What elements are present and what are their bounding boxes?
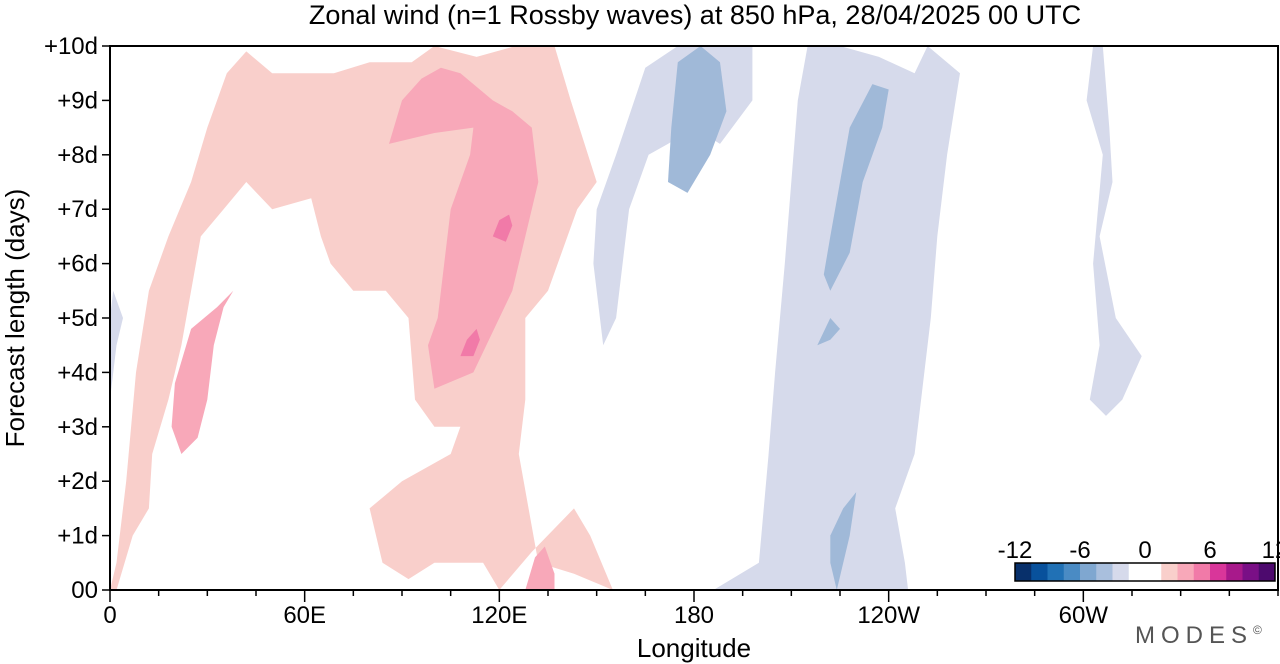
- y-tick-label: +1d: [57, 523, 98, 550]
- colorbar-swatch: [1047, 563, 1065, 581]
- colorbar-swatch: [1145, 563, 1162, 581]
- contour-region-8: [1086, 46, 1142, 416]
- colorbar-swatch: [1210, 563, 1227, 581]
- colorbar-swatch: [1080, 563, 1097, 581]
- x-axis-label: Longitude: [637, 633, 751, 663]
- colorbar: -12 -6 0 6 12: [998, 537, 1280, 582]
- colorbar-label: 6: [1203, 537, 1216, 564]
- contour-region-0: [110, 46, 613, 590]
- y-tick-label: +10d: [44, 33, 98, 60]
- colorbar-swatch: [1258, 563, 1276, 581]
- x-tick-label: 120E: [471, 602, 527, 629]
- contour-region-3: [525, 546, 555, 590]
- y-tick-label: +4d: [57, 359, 98, 386]
- x-axis-ticks: 0 60E 120E 180 120W 60W: [103, 590, 1279, 629]
- x-tick-label: 0: [103, 602, 116, 629]
- contour-region-5: [492, 214, 513, 242]
- colorbar-swatch: [1031, 563, 1048, 581]
- colorbar-label: -12: [998, 537, 1033, 564]
- y-axis-ticks: 00 +1d +2d +3d +4d +5d +6d +7d +8d +9d +10d: [44, 33, 110, 604]
- contour-region-6: [593, 46, 753, 346]
- colorbar-frame: [1014, 562, 1276, 582]
- brand-label: MODES: [1135, 622, 1254, 649]
- contour-region-11: [823, 84, 889, 291]
- x-tick-label: 60E: [283, 602, 326, 629]
- colorbar-swatch: [1096, 563, 1113, 581]
- y-axis-label: Forecast length (days): [0, 189, 30, 448]
- x-tick-label: 180: [674, 602, 714, 629]
- contour-region-9: [110, 290, 123, 400]
- y-tick-label: 00: [71, 577, 98, 604]
- y-tick-label: +3d: [57, 414, 98, 441]
- colorbar-swatch: [1177, 563, 1195, 581]
- colorbar-label: 12: [1262, 537, 1280, 564]
- colorbar-swatch: [1063, 563, 1081, 581]
- contour-fills: [110, 46, 1142, 590]
- y-tick-label: +6d: [57, 251, 98, 278]
- contour-region-13: [830, 492, 857, 590]
- contour-region-10: [668, 46, 727, 193]
- y-tick-label: +5d: [57, 305, 98, 332]
- x-tick-label: 60W: [1059, 602, 1109, 629]
- colorbar-label: 0: [1138, 537, 1151, 564]
- colorbar-swatch: [1128, 563, 1146, 581]
- y-tick-label: +7d: [57, 196, 98, 223]
- contour-region-12: [817, 318, 840, 346]
- y-tick-label: +9d: [57, 87, 98, 114]
- y-tick-label: +8d: [57, 142, 98, 169]
- colorbar-swatch: [1226, 563, 1243, 581]
- contour-region-4: [460, 328, 480, 357]
- colorbar-swatch: [1161, 563, 1178, 581]
- colorbar-swatch: [1193, 563, 1211, 581]
- colorbar-swatch: [1015, 563, 1032, 581]
- colorbar-label: -6: [1069, 537, 1090, 564]
- colorbar-swatch: [1242, 563, 1260, 581]
- brand-mark: ©: [1253, 623, 1262, 637]
- contour-region-2: [389, 67, 539, 389]
- contour-region-1: [171, 290, 234, 454]
- y-tick-label: +2d: [57, 468, 98, 495]
- contour-region-7: [713, 46, 960, 590]
- chart-title: Zonal wind (n=1 Rossby waves) at 850 hPa…: [309, 0, 1081, 30]
- modes-logo: MODES©: [1135, 622, 1262, 650]
- x-tick-label: 120W: [857, 602, 920, 629]
- colorbar-swatch: [1112, 563, 1130, 581]
